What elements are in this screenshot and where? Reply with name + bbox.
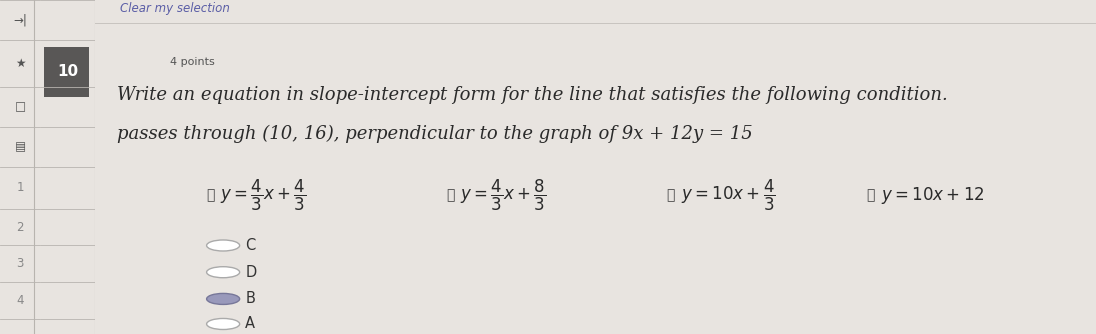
Text: $y=\dfrac{4}{3}x+\dfrac{8}{3}$: $y=\dfrac{4}{3}x+\dfrac{8}{3}$ xyxy=(460,178,547,213)
Circle shape xyxy=(207,319,240,329)
Text: 4 points: 4 points xyxy=(170,57,215,67)
Text: B: B xyxy=(246,292,255,306)
Text: 4: 4 xyxy=(16,294,24,307)
Text: →|: →| xyxy=(13,14,27,26)
Text: 1: 1 xyxy=(16,181,24,193)
Text: ★: ★ xyxy=(14,57,25,70)
Text: $y=10x+12$: $y=10x+12$ xyxy=(881,185,984,206)
Circle shape xyxy=(207,293,240,305)
FancyBboxPatch shape xyxy=(45,47,90,97)
Text: Ⓒ: Ⓒ xyxy=(666,188,675,202)
Text: passes through (10, 16), perpendicular to the graph of 9x + 12y = 15: passes through (10, 16), perpendicular t… xyxy=(117,125,753,143)
Circle shape xyxy=(207,267,240,278)
Text: 10: 10 xyxy=(57,64,78,79)
Text: Clear my selection: Clear my selection xyxy=(121,2,230,15)
Text: A: A xyxy=(246,317,255,331)
Text: $y=\dfrac{4}{3}x+\dfrac{4}{3}$: $y=\dfrac{4}{3}x+\dfrac{4}{3}$ xyxy=(220,178,306,213)
Text: Ⓓ: Ⓓ xyxy=(867,188,875,202)
Text: C: C xyxy=(246,238,255,253)
Circle shape xyxy=(207,240,240,251)
Text: Write an equation in slope-intercept form for the line that satisfies the follow: Write an equation in slope-intercept for… xyxy=(117,86,948,104)
Text: □: □ xyxy=(14,101,25,113)
Text: Ⓐ: Ⓐ xyxy=(206,188,215,202)
Text: D: D xyxy=(246,265,256,280)
Text: Ⓑ: Ⓑ xyxy=(446,188,455,202)
Text: 3: 3 xyxy=(16,258,24,270)
Text: $y=10x+\dfrac{4}{3}$: $y=10x+\dfrac{4}{3}$ xyxy=(681,178,775,213)
Text: ▤: ▤ xyxy=(14,141,25,153)
Text: 2: 2 xyxy=(16,221,24,233)
